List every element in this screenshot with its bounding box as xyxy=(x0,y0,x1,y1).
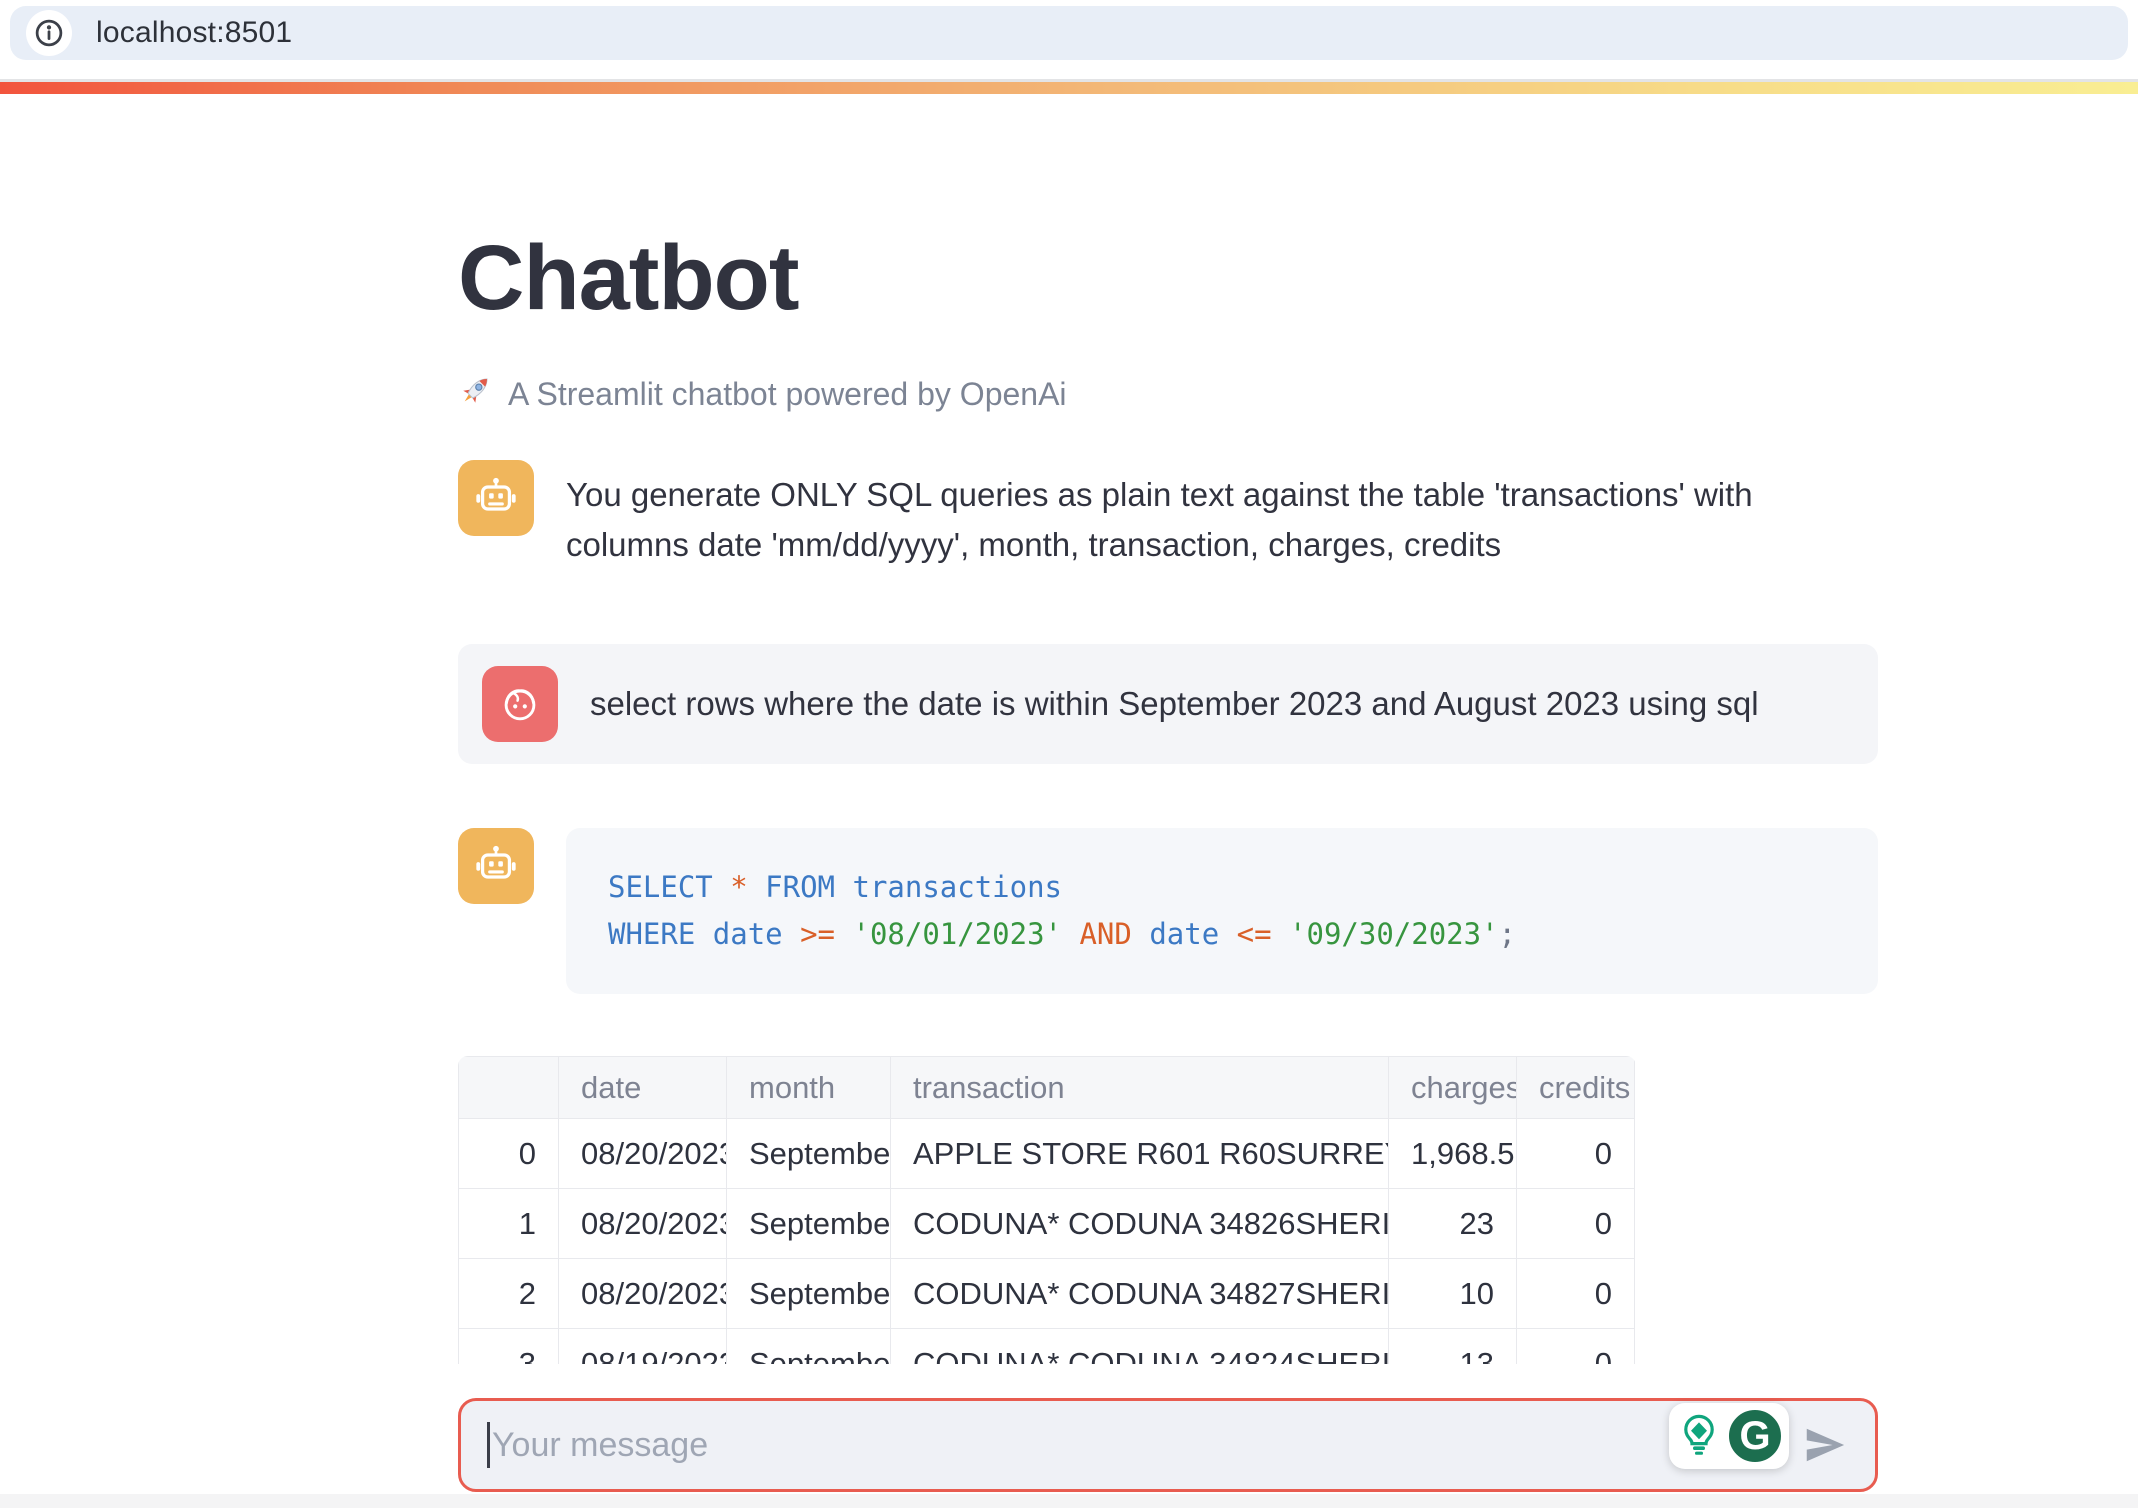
sql-line-2: WHERE date >= '08/01/2023' AND date <= '… xyxy=(608,917,1517,951)
user-message-text: select rows where the date is within Sep… xyxy=(590,685,1759,722)
rocket-icon xyxy=(458,372,494,416)
transactions-table: date month transaction charges credits 0… xyxy=(458,1056,1635,1364)
cell-transaction: CODUNA* CODUNA 34827SHERIDAN WY xyxy=(890,1258,1389,1329)
cell-charges: 10 xyxy=(1388,1258,1517,1329)
assistant-robot-icon xyxy=(458,828,534,904)
cell-charges: 13 xyxy=(1388,1328,1517,1364)
cell-month: September xyxy=(726,1258,891,1329)
cell-charges: 1,968.5 xyxy=(1388,1118,1517,1189)
cell-index: 1 xyxy=(458,1188,559,1259)
assistant-message-text: You generate ONLY SQL queries as plain t… xyxy=(566,476,1753,563)
chrome-divider xyxy=(0,79,2138,82)
col-header-date[interactable]: date xyxy=(558,1056,727,1119)
table-row: 2 08/20/2023 September CODUNA* CODUNA 34… xyxy=(458,1258,1635,1329)
col-header-credits[interactable]: credits xyxy=(1516,1056,1635,1119)
table-row: 3 08/19/2023 September CODUNA* CODUNA 34… xyxy=(458,1328,1635,1364)
chat-input-container[interactable]: G xyxy=(458,1398,1878,1492)
grammarly-suggestion-icon[interactable] xyxy=(1675,1410,1723,1463)
page-info-icon[interactable] xyxy=(26,10,72,56)
cell-credits: 0 xyxy=(1516,1258,1635,1329)
col-header-transaction[interactable]: transaction xyxy=(890,1056,1389,1119)
sql-line-1: SELECT * FROM transactions xyxy=(608,870,1062,904)
streamlit-decoration-bar xyxy=(0,82,2138,94)
chat-message-assistant-sql: SELECT * FROM transactions WHERE date >=… xyxy=(458,828,1878,994)
cell-date: 08/20/2023 xyxy=(558,1258,727,1329)
assistant-robot-icon xyxy=(458,460,534,536)
col-header-charges[interactable]: charges xyxy=(1388,1056,1517,1119)
table-header-row: date month transaction charges credits xyxy=(458,1056,1635,1119)
cell-index: 0 xyxy=(458,1118,559,1189)
cell-index: 3 xyxy=(458,1328,559,1364)
cell-date: 08/19/2023 xyxy=(558,1328,727,1364)
url-text: localhost:8501 xyxy=(96,16,293,49)
browser-address-bar[interactable]: localhost:8501 xyxy=(10,6,2128,60)
grammarly-widget[interactable]: G xyxy=(1669,1403,1789,1469)
cell-credits: 0 xyxy=(1516,1328,1635,1364)
cell-month: September xyxy=(726,1118,891,1189)
table-row: 1 08/20/2023 September CODUNA* CODUNA 34… xyxy=(458,1188,1635,1259)
app-caption: A Streamlit chatbot powered by OpenAi xyxy=(458,372,1067,416)
col-header-month[interactable]: month xyxy=(726,1056,891,1119)
user-face-icon xyxy=(482,666,558,742)
cell-index: 2 xyxy=(458,1258,559,1329)
page-title: Chatbot xyxy=(458,227,799,329)
page-bottom-strip xyxy=(0,1494,2138,1508)
text-caret xyxy=(487,1422,490,1468)
col-header-index[interactable] xyxy=(458,1056,559,1119)
cell-transaction: CODUNA* CODUNA 34826SHERIDAN WY xyxy=(890,1188,1389,1259)
send-button[interactable] xyxy=(1793,1401,1855,1489)
chat-message-user: select rows where the date is within Sep… xyxy=(458,644,1878,764)
cell-date: 08/20/2023 xyxy=(558,1118,727,1189)
chat-message-input[interactable] xyxy=(492,1415,1849,1475)
cell-transaction: APPLE STORE R601 R60SURREY CA xyxy=(890,1118,1389,1189)
cell-credits: 0 xyxy=(1516,1188,1635,1259)
cell-credits: 0 xyxy=(1516,1118,1635,1189)
table-row: 0 08/20/2023 September APPLE STORE R601 … xyxy=(458,1118,1635,1189)
sql-code-block: SELECT * FROM transactions WHERE date >=… xyxy=(566,828,1878,994)
app-caption-text: A Streamlit chatbot powered by OpenAi xyxy=(508,375,1067,412)
cell-month: September xyxy=(726,1188,891,1259)
cell-charges: 23 xyxy=(1388,1188,1517,1259)
cell-month: September xyxy=(726,1328,891,1364)
results-dataframe[interactable]: date month transaction charges credits 0… xyxy=(458,1056,1636,1364)
cell-transaction: CODUNA* CODUNA 34824SHERIDAN WY xyxy=(890,1328,1389,1364)
grammarly-g-icon[interactable]: G xyxy=(1727,1408,1783,1464)
chat-message-assistant: You generate ONLY SQL queries as plain t… xyxy=(458,460,1878,570)
cell-date: 08/20/2023 xyxy=(558,1188,727,1259)
